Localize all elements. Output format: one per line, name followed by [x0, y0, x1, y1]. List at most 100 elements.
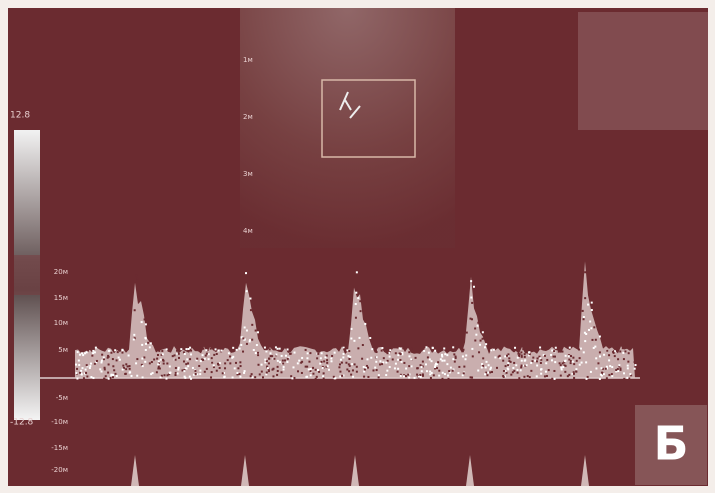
speckle: [301, 357, 303, 359]
speckle: [174, 354, 176, 356]
speckle: [588, 329, 590, 331]
speckle: [199, 370, 201, 372]
speckle: [92, 377, 94, 379]
speckle: [327, 365, 329, 367]
speckle: [618, 364, 620, 366]
speckle: [79, 372, 81, 374]
speckle: [158, 349, 160, 351]
speckle: [387, 352, 389, 354]
speckle: [264, 359, 266, 361]
speckle: [246, 329, 248, 331]
speckle: [135, 274, 137, 276]
speckle: [114, 373, 116, 375]
speckle: [90, 376, 92, 378]
speckle: [142, 365, 144, 367]
speckle: [89, 365, 91, 367]
speckle: [206, 368, 208, 370]
speckle: [286, 361, 288, 363]
speckle: [581, 362, 583, 364]
speckle: [564, 360, 566, 362]
speckle: [156, 358, 158, 360]
speckle: [363, 371, 365, 373]
speckle: [169, 372, 171, 374]
speckle: [623, 378, 625, 380]
speckle: [112, 358, 114, 360]
speckle: [426, 370, 428, 372]
speckle: [141, 358, 143, 360]
speckle: [109, 377, 111, 379]
speckle: [103, 356, 105, 358]
speckle: [267, 367, 269, 369]
speckle: [431, 360, 433, 362]
speckle: [570, 362, 572, 364]
speckle: [113, 369, 115, 371]
speckle: [558, 351, 560, 353]
speckle: [227, 347, 229, 349]
speckle: [560, 366, 562, 368]
speckle: [84, 352, 86, 354]
speckle: [448, 370, 450, 372]
speckle: [308, 361, 310, 363]
speckle: [76, 368, 78, 370]
page: 12.8 -12.8 1м2м3м4м20м15м10м5м-5м-10м-15…: [0, 0, 715, 493]
speckle: [355, 317, 357, 319]
speckle: [301, 361, 303, 363]
speckle: [284, 359, 286, 361]
speckle: [112, 347, 114, 349]
speckle: [283, 366, 285, 368]
speckle: [341, 362, 343, 364]
speckle: [385, 374, 387, 376]
speckle: [441, 360, 443, 362]
speckle: [507, 353, 509, 355]
speckle: [116, 375, 118, 377]
speckle: [561, 368, 563, 370]
speckle: [196, 358, 198, 360]
speckle: [348, 370, 350, 372]
speckle: [122, 349, 124, 351]
speckle: [371, 348, 373, 350]
speckle: [565, 355, 567, 357]
speckle: [583, 351, 585, 353]
speckle: [576, 360, 578, 362]
speckle: [86, 376, 88, 378]
speckle: [471, 348, 473, 350]
speckle: [554, 356, 556, 358]
speckle: [236, 372, 238, 374]
speckle: [539, 357, 541, 359]
speckle: [163, 363, 165, 365]
speckle: [261, 371, 263, 373]
speckle: [210, 348, 212, 350]
speckle: [623, 372, 625, 374]
speckle: [298, 360, 300, 362]
speckle: [507, 367, 509, 369]
speckle: [622, 352, 624, 354]
speckle: [626, 377, 628, 379]
speckle: [297, 370, 299, 372]
speckle: [200, 346, 202, 348]
speckle: [268, 362, 270, 364]
speckle: [595, 367, 597, 369]
speckle: [521, 354, 523, 356]
speckle: [128, 354, 130, 356]
speckle: [175, 374, 177, 376]
speckle: [186, 368, 188, 370]
speckle: [272, 369, 274, 371]
speckle: [161, 350, 163, 352]
speckle: [479, 344, 481, 346]
speckle: [611, 373, 613, 375]
speckle: [537, 357, 539, 359]
speckle: [510, 374, 512, 376]
speckle: [608, 374, 610, 376]
speckle: [444, 360, 446, 362]
speckle: [305, 349, 307, 351]
speckle: [254, 376, 256, 378]
depth-label: 3м: [243, 170, 253, 178]
speckle: [85, 369, 87, 371]
speckle: [166, 348, 168, 350]
speckle: [235, 362, 237, 364]
speckle: [145, 349, 147, 351]
speckle: [228, 352, 230, 354]
speckle: [425, 363, 427, 365]
speckle: [367, 367, 369, 369]
speckle: [346, 349, 348, 351]
